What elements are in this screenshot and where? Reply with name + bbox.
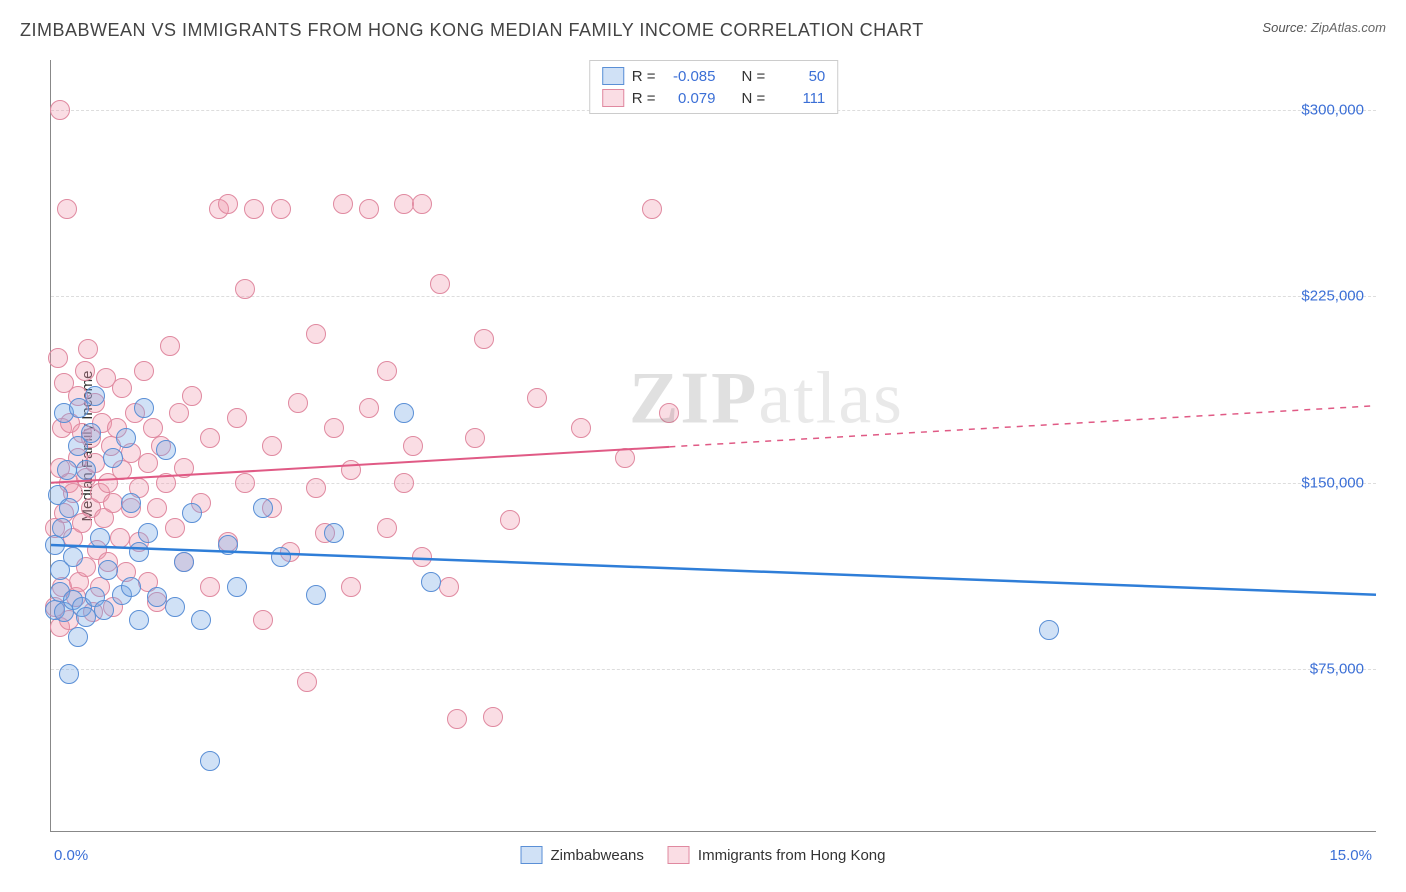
trend-lines (51, 60, 1376, 831)
swatch-zimbabweans (602, 67, 624, 85)
r-value-hongkong: 0.079 (664, 90, 716, 107)
chart-title: ZIMBABWEAN VS IMMIGRANTS FROM HONG KONG … (20, 20, 924, 41)
source-attribution: Source: ZipAtlas.com (1262, 20, 1386, 35)
plot-area: ZIPatlas R = -0.085 N = 50 R = 0.079 N =… (50, 60, 1376, 832)
r-value-zimbabweans: -0.085 (664, 68, 716, 85)
legend-row-zimbabweans: R = -0.085 N = 50 (602, 65, 826, 87)
source-value: ZipAtlas.com (1311, 20, 1386, 35)
n-value-hongkong: 111 (773, 90, 825, 107)
source-label: Source: (1262, 20, 1307, 35)
trendline-extrapolated-hongkong (669, 406, 1376, 447)
x-max-label: 15.0% (1329, 847, 1372, 864)
trendline-zimbabweans (51, 545, 1376, 595)
n-value-zimbabweans: 50 (773, 68, 825, 85)
correlation-legend: R = -0.085 N = 50 R = 0.079 N = 111 (589, 60, 839, 114)
x-min-label: 0.0% (54, 847, 88, 864)
n-label: N = (742, 90, 766, 107)
series-legend: Zimbabweans Immigrants from Hong Kong (521, 846, 886, 864)
legend-item-hongkong: Immigrants from Hong Kong (668, 846, 886, 864)
r-label: R = (632, 68, 656, 85)
n-label: N = (742, 68, 766, 85)
swatch-hongkong (602, 89, 624, 107)
legend-row-hongkong: R = 0.079 N = 111 (602, 87, 826, 109)
trendline-hongkong (51, 447, 669, 483)
swatch-hongkong (668, 846, 690, 864)
legend-label-hongkong: Immigrants from Hong Kong (698, 847, 886, 864)
swatch-zimbabweans (521, 846, 543, 864)
legend-label-zimbabweans: Zimbabweans (551, 847, 644, 864)
legend-item-zimbabweans: Zimbabweans (521, 846, 644, 864)
r-label: R = (632, 90, 656, 107)
